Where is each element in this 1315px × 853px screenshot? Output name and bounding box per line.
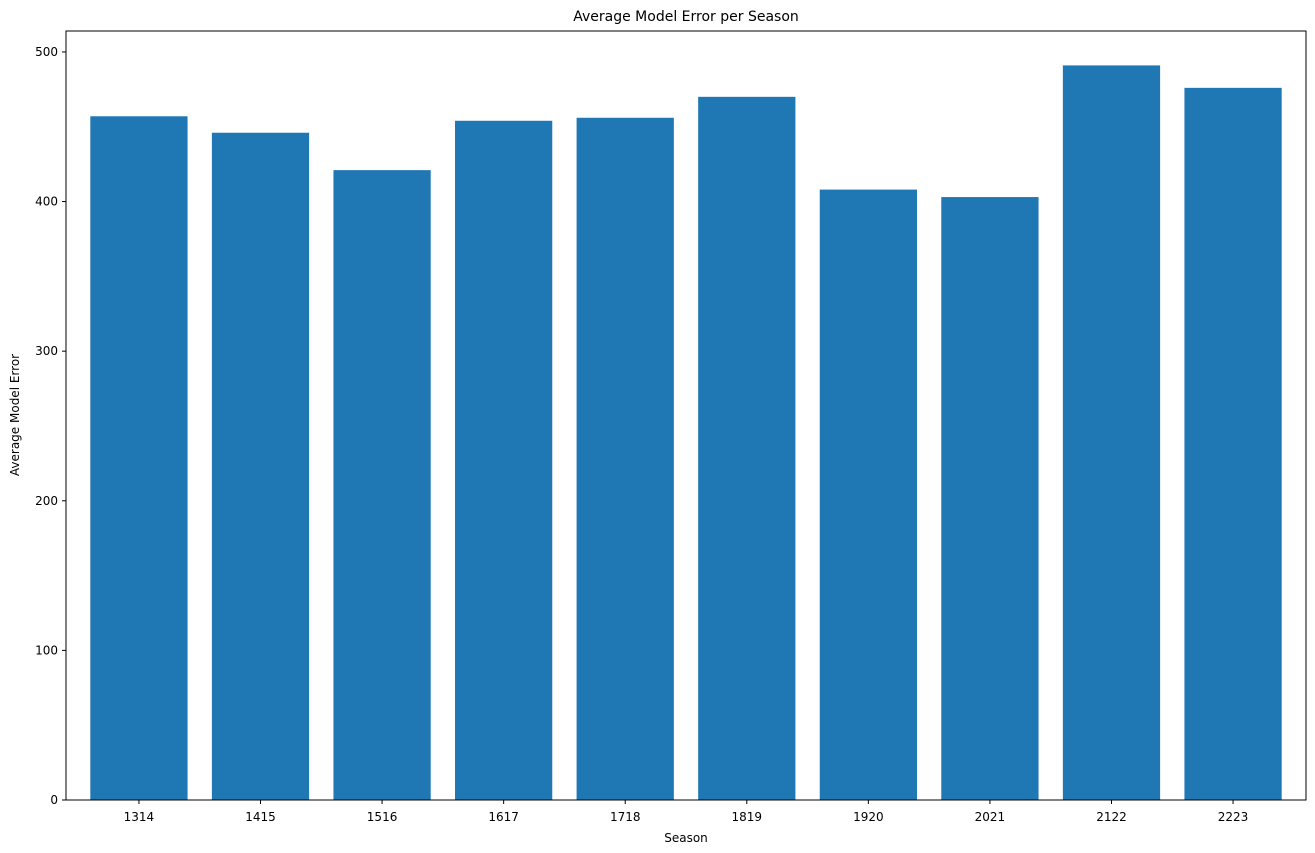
x-axis-ticks: 1314 1415 1516 1617 1718 1819 1920 2021 2122 2223 <box>124 800 1249 824</box>
bar-1819 <box>698 96 796 800</box>
y-axis-ticks: 0 100 200 300 400 500 <box>35 45 66 807</box>
chart-title: Average Model Error per Season <box>573 9 799 25</box>
y-axis-label: Average Model Error <box>8 354 22 476</box>
x-tick-label: 2021 <box>975 810 1006 824</box>
bar-1920 <box>819 189 917 801</box>
x-tick-label: 1920 <box>853 810 884 824</box>
x-tick-label: 1718 <box>610 810 641 824</box>
y-tick-label: 100 <box>35 643 58 657</box>
x-tick-label: 1314 <box>124 810 155 824</box>
y-tick-label: 300 <box>35 344 58 358</box>
x-tick-label: 1617 <box>488 810 519 824</box>
bar-2223 <box>1184 87 1282 801</box>
bar-1314 <box>90 116 188 800</box>
bar-1617 <box>455 120 553 800</box>
bar-2021 <box>941 197 1039 800</box>
bar-1516 <box>333 170 431 800</box>
bar-1718 <box>576 117 674 800</box>
y-tick-label: 500 <box>35 45 58 59</box>
bars-group <box>90 65 1282 801</box>
plot-frame <box>65 30 1307 801</box>
x-tick-label: 1819 <box>732 810 763 824</box>
y-tick-label: 0 <box>50 793 58 807</box>
y-tick-label: 200 <box>35 494 58 508</box>
x-axis-label: Season <box>664 831 708 845</box>
x-tick-label: 2122 <box>1096 810 1127 824</box>
x-tick-label: 1415 <box>245 810 276 824</box>
x-tick-label: 2223 <box>1218 810 1249 824</box>
y-tick-label: 400 <box>35 195 58 209</box>
bar-2122 <box>1062 65 1161 800</box>
x-tick-label: 1516 <box>367 810 398 824</box>
bar-1415 <box>211 132 310 801</box>
